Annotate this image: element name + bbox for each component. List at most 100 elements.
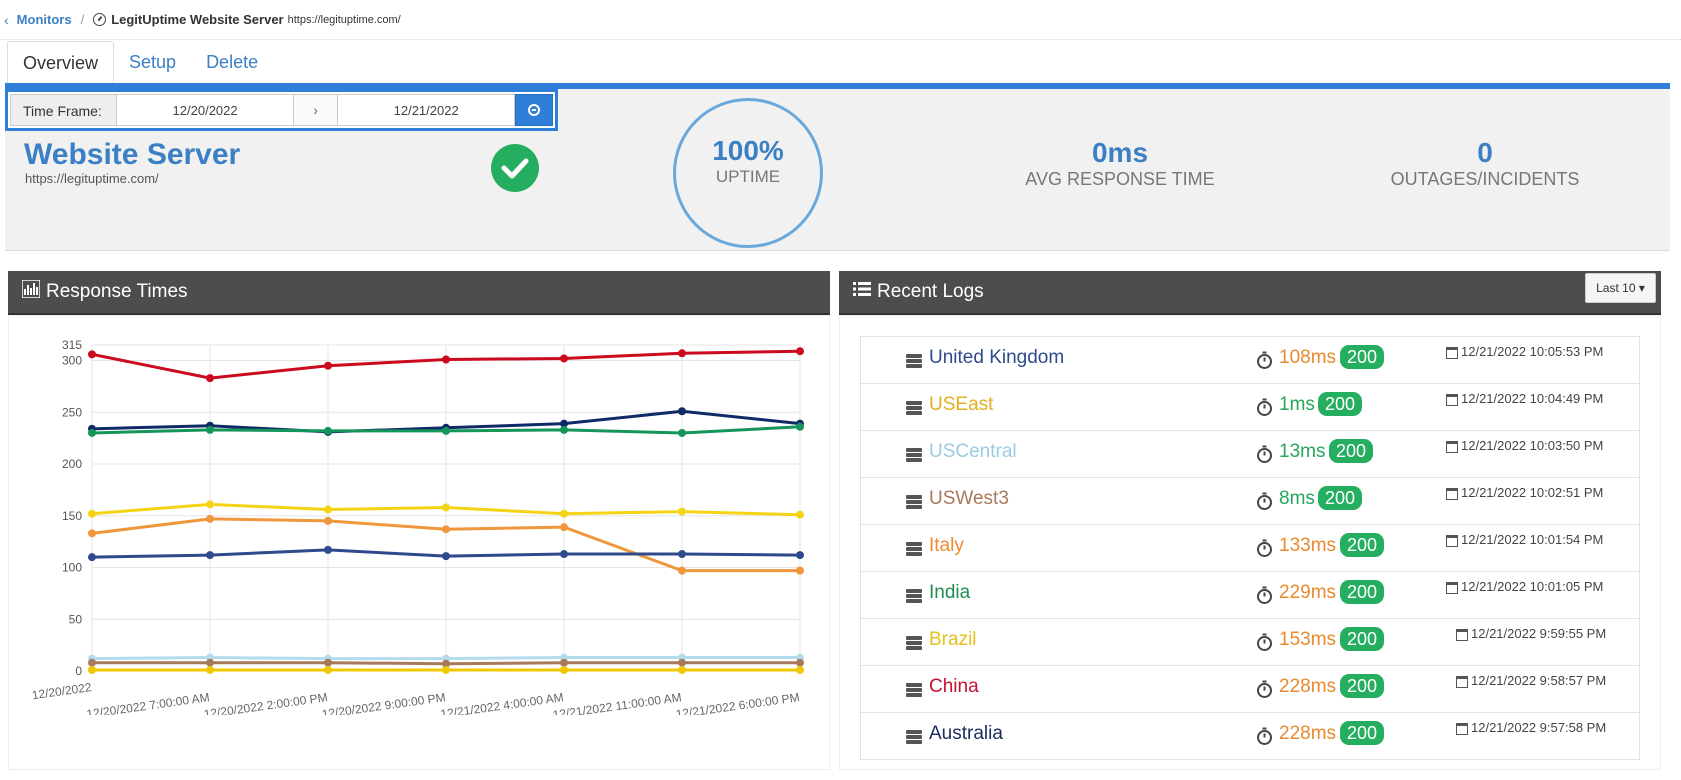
uptime-circle: 100% UPTIME xyxy=(673,98,823,248)
stopwatch-icon xyxy=(1256,351,1273,369)
chart-icon xyxy=(21,279,41,304)
data-point xyxy=(796,551,804,560)
tab-setup[interactable]: Setup xyxy=(129,52,177,72)
log-timestamp: 12/21/2022 9:59:55 PM xyxy=(1471,626,1607,641)
calendar-icon xyxy=(1446,582,1458,594)
calendar-icon xyxy=(1456,629,1468,641)
last-10-dropdown[interactable]: Last 10 ▾ xyxy=(1585,273,1656,303)
data-point xyxy=(324,426,332,435)
log-timestamp: 12/21/2022 10:05:53 PM xyxy=(1461,344,1604,359)
avg-response-label: AVG RESPONSE TIME xyxy=(1025,169,1215,189)
timeframe-start-input[interactable]: 12/20/2022 xyxy=(116,94,295,126)
data-point xyxy=(442,525,450,534)
breadcrumb: ‹ Monitors / LegitUptime Website Server … xyxy=(0,0,1681,40)
stopwatch-icon xyxy=(1256,633,1273,651)
data-point xyxy=(560,658,568,667)
log-location: India xyxy=(929,582,971,603)
go-circle-icon xyxy=(528,104,541,116)
log-response-time: 133ms xyxy=(1279,535,1337,556)
outages-stat: 0 OUTAGES/INCIDENTS xyxy=(1385,137,1585,190)
server-icon xyxy=(906,730,922,744)
data-point xyxy=(560,509,568,518)
y-tick-label: 150 xyxy=(62,509,82,523)
log-location: USCentral xyxy=(929,441,1017,462)
log-location: Australia xyxy=(929,723,1003,744)
list-icon xyxy=(853,281,871,303)
log-status-code: 200 xyxy=(1340,674,1385,698)
stopwatch-icon xyxy=(1256,680,1273,698)
log-response-time: 228ms xyxy=(1279,676,1337,697)
timeframe-label: Time Frame: xyxy=(10,94,117,126)
y-tick-label: 200 xyxy=(62,457,82,471)
data-point xyxy=(560,354,568,363)
data-point xyxy=(206,425,214,434)
y-tick-label: 0 xyxy=(75,664,82,678)
y-tick-label: 315 xyxy=(62,338,82,352)
server-icon xyxy=(906,683,922,697)
tab-overview[interactable]: Overview xyxy=(7,41,115,83)
y-tick-label: 300 xyxy=(62,354,82,368)
data-point xyxy=(560,425,568,434)
status-check-icon xyxy=(491,144,539,192)
calendar-icon xyxy=(1456,676,1468,688)
summary-panel: Time Frame: 12/20/2022 › 12/21/2022 Webs… xyxy=(5,89,1670,251)
data-point xyxy=(678,550,686,559)
timeframe-apply-button[interactable] xyxy=(515,94,554,126)
response-times-body xyxy=(8,315,830,770)
recent-logs-body xyxy=(839,315,1661,770)
log-location: USEast xyxy=(929,394,994,415)
x-tick-label: 12/20/2022 9:00:00 PM xyxy=(321,690,447,715)
recent-logs-header: Recent Logs xyxy=(839,271,1661,315)
calendar-icon xyxy=(1446,347,1458,359)
server-icon xyxy=(906,354,922,368)
server-icon xyxy=(906,636,922,650)
data-point xyxy=(88,509,96,518)
data-point xyxy=(206,514,214,523)
breadcrumb-monitors-link[interactable]: Monitors xyxy=(16,12,72,27)
log-timestamp: 12/21/2022 9:58:57 PM xyxy=(1471,673,1607,688)
tab-delete[interactable]: Delete xyxy=(206,52,259,72)
data-point xyxy=(88,428,96,437)
data-point xyxy=(442,552,450,561)
data-point xyxy=(560,419,568,428)
log-response-time: 1ms xyxy=(1279,394,1315,415)
stopwatch-icon xyxy=(1256,586,1273,604)
chevron-left-icon[interactable]: ‹ xyxy=(4,11,9,28)
log-row: Australia 228ms 200 12/21/2022 9:57:58 PM xyxy=(860,713,1640,760)
data-point xyxy=(442,659,450,668)
timeframe-end-input[interactable]: 12/21/2022 xyxy=(337,94,516,126)
x-tick-label: 12/21/2022 6:00:00 PM xyxy=(675,690,801,715)
recent-logs-title: Recent Logs xyxy=(877,281,984,302)
log-status-code: 200 xyxy=(1340,627,1385,651)
y-tick-label: 100 xyxy=(62,561,82,575)
uptime-label: UPTIME xyxy=(715,167,781,186)
log-location: Italy xyxy=(929,535,964,556)
log-timestamp: 12/21/2022 10:01:05 PM xyxy=(1461,579,1604,594)
data-point xyxy=(796,347,804,356)
data-point xyxy=(678,407,686,416)
log-response-time: 229ms xyxy=(1279,582,1337,603)
log-timestamp: 12/21/2022 9:57:58 PM xyxy=(1471,720,1607,735)
x-tick-label: 12/20/2022 2:00:00 PM xyxy=(203,690,329,715)
timeframe-group: Time Frame: 12/20/2022 › 12/21/2022 xyxy=(5,89,558,131)
gauge-icon xyxy=(93,13,107,26)
log-timestamp: 12/21/2022 10:03:50 PM xyxy=(1461,438,1604,453)
data-point xyxy=(88,658,96,667)
log-timestamp: 12/21/2022 10:01:54 PM xyxy=(1461,532,1604,547)
data-point xyxy=(324,516,332,525)
data-point xyxy=(324,505,332,514)
log-response-time: 13ms xyxy=(1279,441,1326,462)
x-tick-label: 12/21/2022 4:00:00 AM xyxy=(440,690,565,715)
log-row: India 229ms 200 12/21/2022 10:01:05 PM xyxy=(860,572,1640,619)
calendar-icon xyxy=(1456,723,1468,735)
data-point xyxy=(88,350,96,359)
data-point xyxy=(796,510,804,519)
data-point xyxy=(796,658,804,667)
log-row: China 228ms 200 12/21/2022 9:58:57 PM xyxy=(860,666,1640,713)
y-tick-label: 250 xyxy=(62,405,82,419)
calendar-icon xyxy=(1446,441,1458,453)
log-status-code: 200 xyxy=(1340,533,1385,557)
log-timestamp: 12/21/2022 10:02:51 PM xyxy=(1461,485,1604,500)
data-point xyxy=(324,361,332,370)
log-response-time: 8ms xyxy=(1279,488,1315,509)
